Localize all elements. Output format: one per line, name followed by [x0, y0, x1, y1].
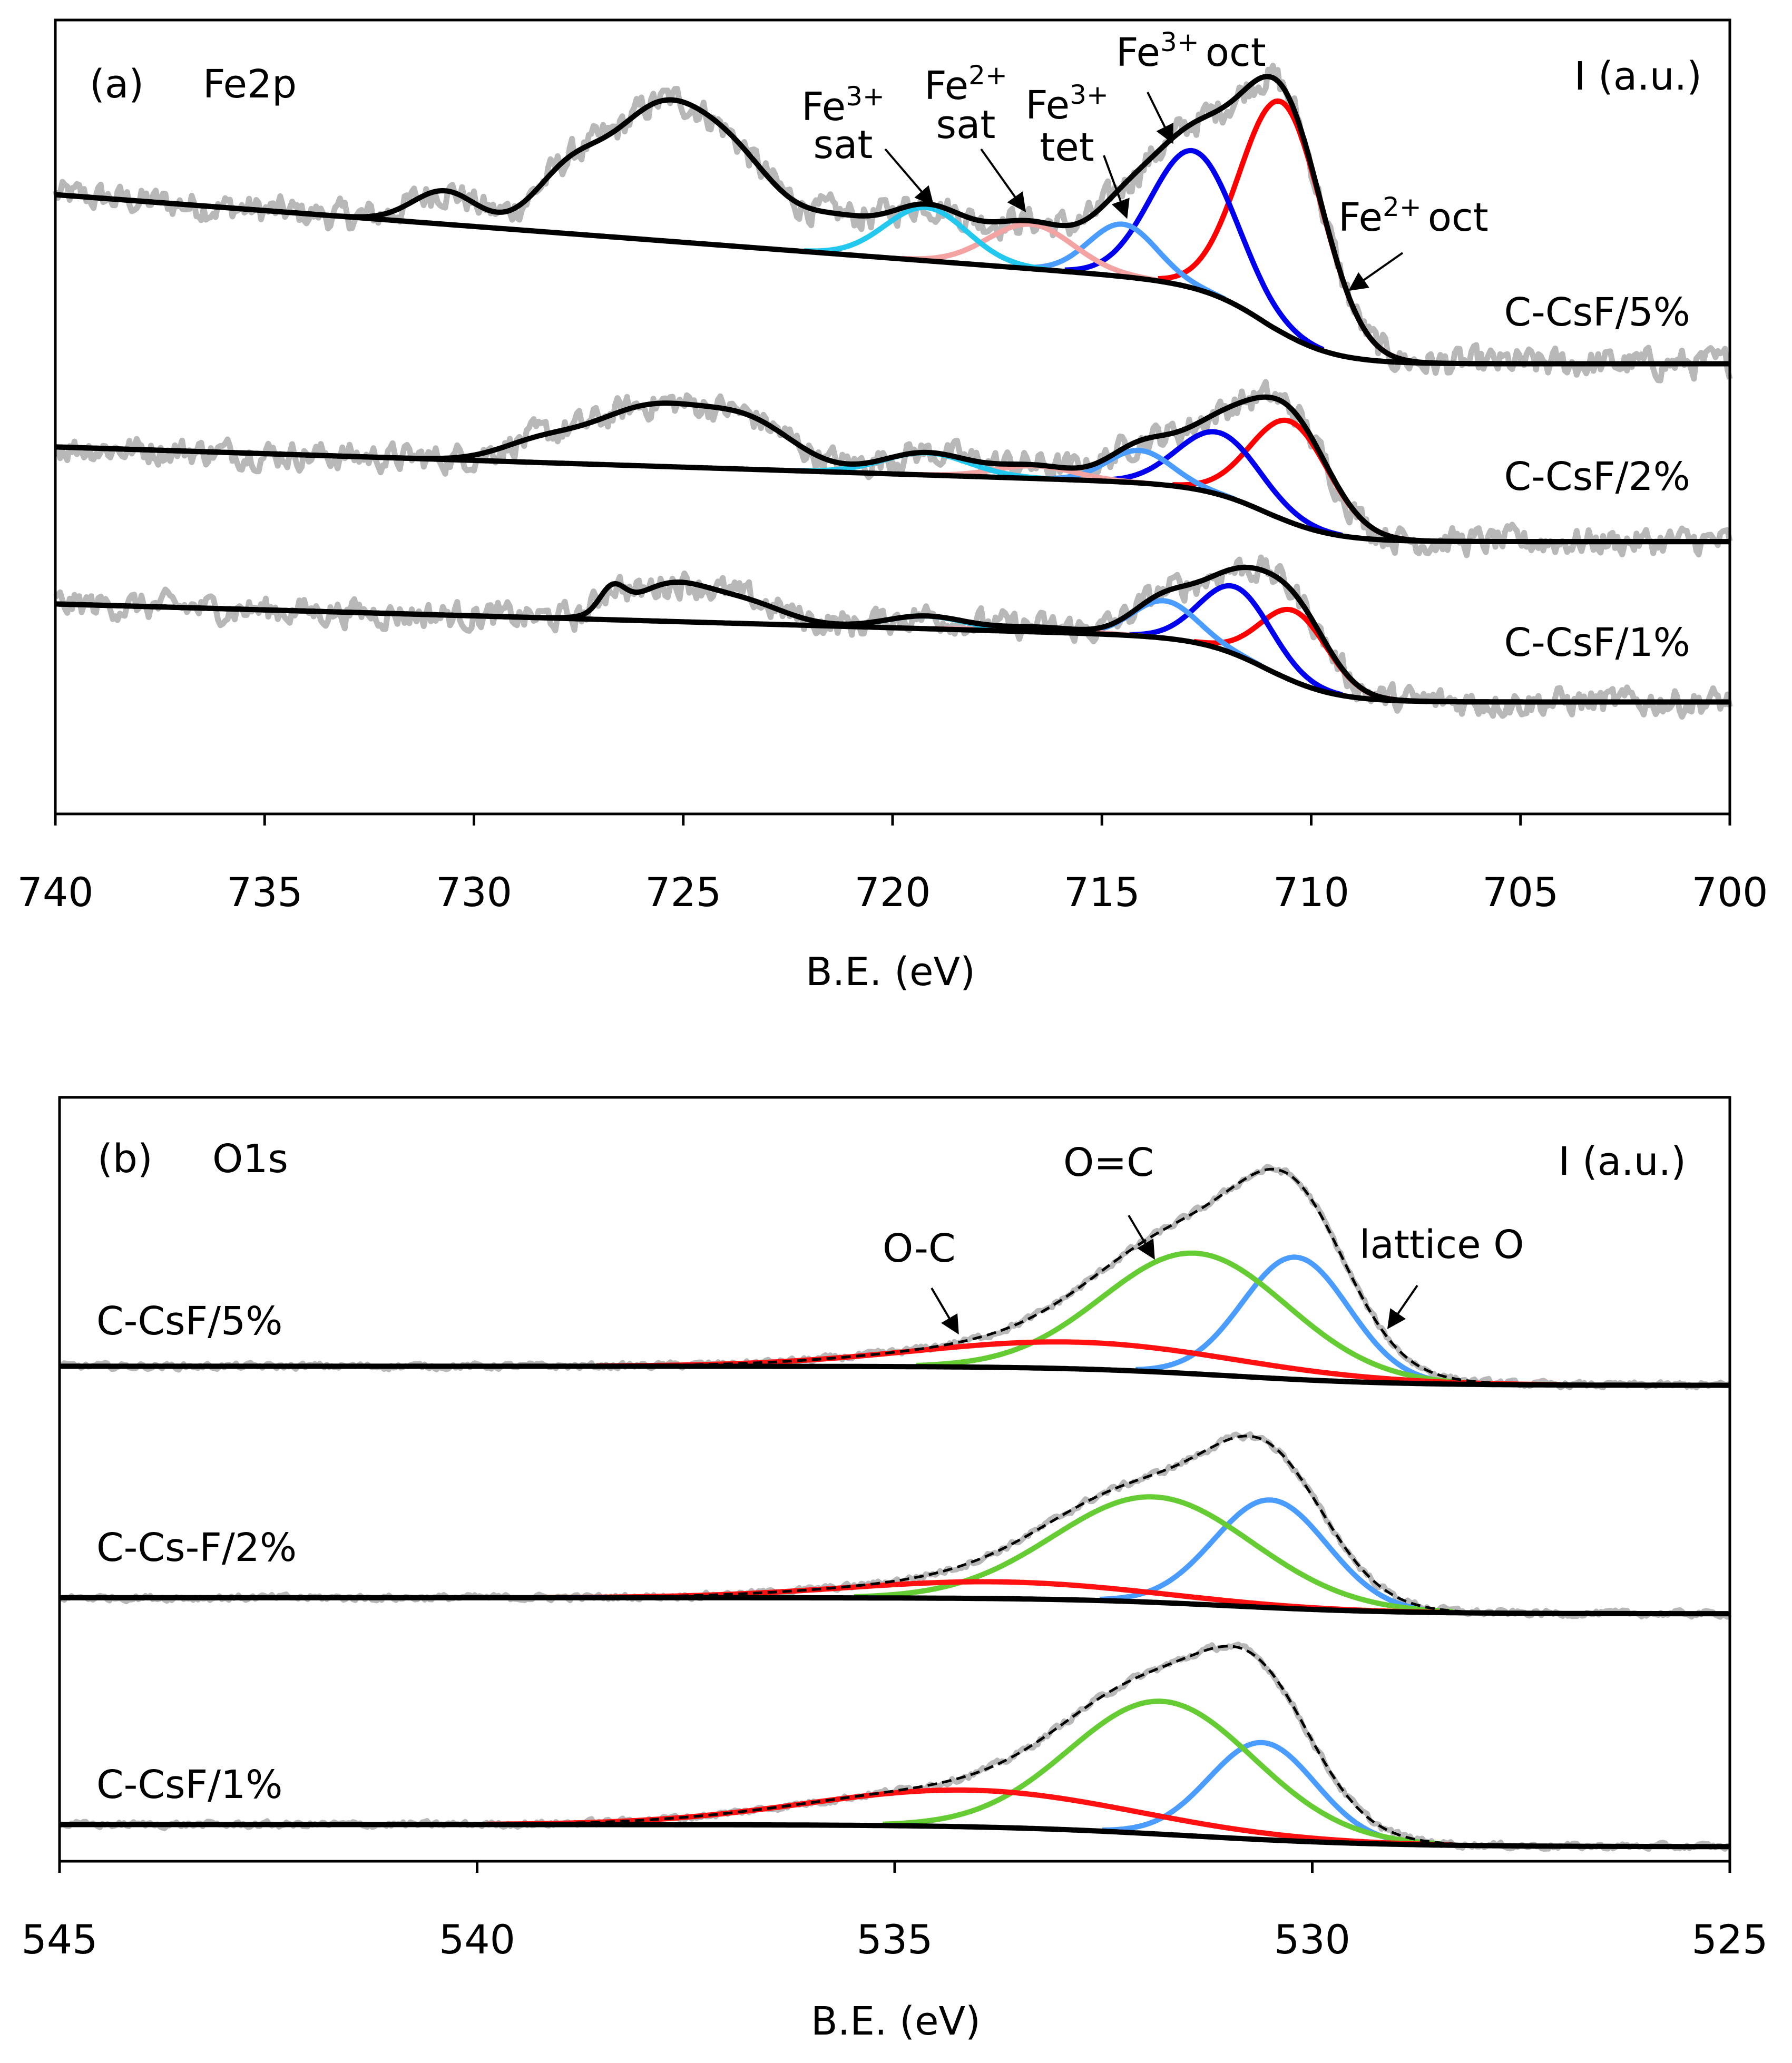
panel-title-b: O1s	[212, 1136, 288, 1182]
component-peak-odc	[916, 1250, 1475, 1386]
annotation-arrows-a	[884, 92, 1404, 291]
panel-title-a: Fe2p	[203, 62, 297, 107]
x-tick-label: 730	[436, 869, 512, 916]
raw-data-line	[53, 554, 1733, 720]
x-tick-label: 525	[1691, 1916, 1768, 1963]
component-peak-fe3tet	[1022, 221, 1227, 302]
x-tick-label: 720	[854, 869, 931, 916]
sample-label-b-5: C-CsF/5%	[96, 1299, 283, 1344]
arrow-lattice-o	[1387, 1284, 1418, 1329]
x-tick-label: 710	[1273, 869, 1349, 916]
arrow-fe3-sat	[884, 148, 934, 206]
arrow-o-c	[931, 1287, 959, 1335]
annotation-lattice-o: lattice O	[1359, 1222, 1524, 1268]
component-peak-oc	[486, 1787, 1453, 1848]
background-line	[60, 1822, 1730, 1850]
raw-data-line	[58, 1431, 1732, 1620]
x-tick-label: 735	[227, 869, 303, 916]
sample-label-a-2: C-CsF/2%	[1504, 454, 1691, 499]
annotation-fe3-tet: Fe3+ tet	[1025, 80, 1109, 170]
x-tick-label: 535	[856, 1916, 933, 1963]
fit-envelope-line	[55, 565, 1730, 705]
x-axis-label-b: B.E. (eV)	[811, 1999, 981, 2044]
panel-label-b: (b)	[97, 1136, 153, 1182]
component-peak-fe3oct	[1095, 429, 1343, 538]
plot-area-a	[52, 63, 1733, 720]
sample-label-b-2: C-Cs-F/2%	[96, 1525, 297, 1570]
y-axis-label-a: I (a.u.)	[1574, 54, 1702, 99]
background-line	[60, 1363, 1730, 1388]
arrow-fe2-sat	[980, 148, 1026, 212]
annotation-fe2-oct: Fe2+ oct	[1338, 192, 1489, 240]
x-tick-label: 705	[1482, 869, 1559, 916]
series-c-csf-1-	[58, 1642, 1730, 1852]
component-peak-fe3sat	[804, 204, 1049, 272]
component-peak-fe3oct	[1129, 583, 1343, 698]
plot-frame-a	[54, 18, 1731, 816]
x-tick-label: 715	[1064, 869, 1140, 916]
annotation-o-c: O-C	[883, 1226, 956, 1271]
sample-label-a-5: C-CsF/5%	[1504, 290, 1691, 335]
sample-label-b-1: C-CsF/1%	[96, 1762, 283, 1807]
series-c-csf-5-	[52, 63, 1733, 384]
annotation-o-double-c: O=C	[1063, 1140, 1154, 1185]
background-line	[60, 1595, 1730, 1617]
annotation-arrows-b	[931, 1214, 1418, 1335]
component-peak-fe3tet	[1043, 447, 1236, 502]
series-c-csf-1-	[53, 554, 1733, 720]
raw-data-line	[52, 63, 1733, 384]
x-tick-label: 725	[645, 869, 721, 916]
component-peak-lat	[1102, 1740, 1423, 1846]
raw-data-line	[55, 379, 1733, 558]
series-c-cs-f-2-	[58, 1431, 1732, 1620]
y-axis-label-b: I (a.u.)	[1559, 1139, 1686, 1184]
arrow-o-double-c	[1128, 1214, 1155, 1260]
arrow-fe2-oct	[1348, 252, 1404, 291]
x-tick-label: 530	[1274, 1916, 1350, 1963]
x-ticks-b: 545 540 535 530 525	[21, 1861, 1768, 1963]
x-tick-label: 740	[17, 869, 93, 916]
fit-envelope-line	[60, 1645, 1730, 1848]
panel-a-fe2p: 740 735 730 725 720 715 710 705 700 (a) Fe2p I (…	[17, 18, 1768, 995]
sample-label-a-1: C-CsF/1%	[1504, 620, 1691, 665]
arrow-fe3-tet	[1103, 155, 1130, 219]
panel-b-o1s: 545 540 535 530 525 (b) O1s I (a.u.) B.E. (e…	[21, 1096, 1768, 2044]
x-axis-label-a: B.E. (eV)	[806, 949, 975, 995]
x-tick-label: 700	[1691, 869, 1768, 916]
raw-data-line	[58, 1642, 1730, 1852]
arrow-fe3-oct	[1147, 92, 1173, 144]
panel-label-a: (a)	[90, 62, 144, 107]
component-peak-lat	[1100, 1497, 1442, 1614]
component-peak-odc	[883, 1698, 1442, 1846]
series-c-csf-5-	[58, 1164, 1730, 1391]
series-c-csf-2-	[55, 379, 1733, 558]
fit-envelope-line	[55, 74, 1730, 367]
component-peak-fe2sat	[902, 221, 1159, 283]
component-peak-lat	[1135, 1254, 1456, 1386]
plot-area-b	[58, 1164, 1732, 1852]
component-peak-fe3oct	[1064, 148, 1325, 352]
annotation-fe3-sat: Fe3+ sat	[801, 81, 885, 168]
x-tick-label: 545	[21, 1916, 97, 1963]
plot-frame-b	[58, 1096, 1731, 1863]
fit-envelope-line	[60, 1167, 1730, 1387]
x-ticks-a: 740 735 730 725 720 715 710 705 700	[17, 814, 1768, 916]
annotation-fe3-oct: Fe3+ oct	[1116, 27, 1266, 75]
x-tick-label: 540	[439, 1916, 515, 1963]
annotation-fe2-sat: Fe2+ sat	[924, 60, 1007, 148]
fit-envelope-line	[55, 394, 1730, 545]
